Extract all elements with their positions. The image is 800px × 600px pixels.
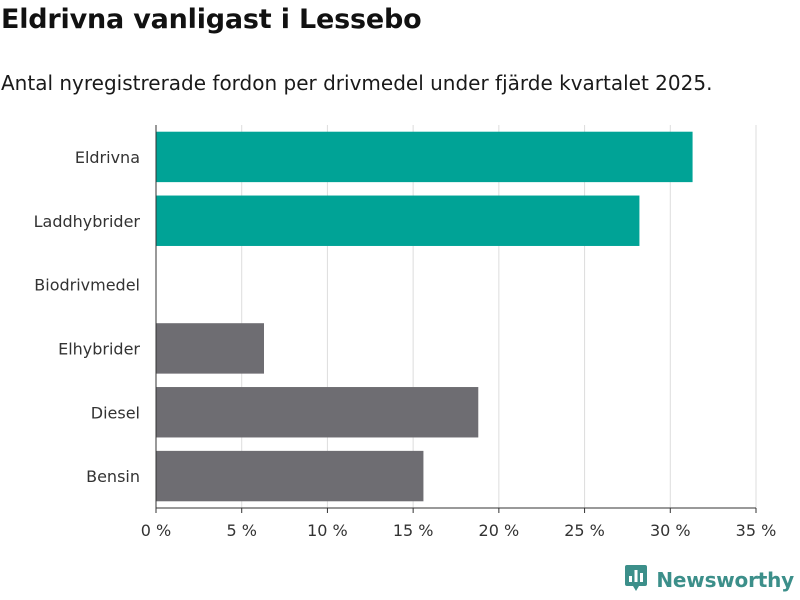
x-tick-label: 20 % xyxy=(479,521,520,540)
newsworthy-logo-icon xyxy=(624,564,648,596)
x-tick-label: 30 % xyxy=(650,521,691,540)
category-label: Bensin xyxy=(86,467,140,486)
category-label: Elhybrider xyxy=(58,339,140,358)
x-tick-label: 15 % xyxy=(393,521,434,540)
axis-layer xyxy=(155,125,757,513)
label-layer: 0 % 5 % 10 % 15 % 20 % 25 % 30 % 35 % Eldrivna La… xyxy=(34,148,777,540)
bar xyxy=(156,387,479,438)
grid-layer xyxy=(241,125,757,508)
bar xyxy=(156,450,424,502)
bar-layer xyxy=(156,131,693,502)
category-label: Biodrivmedel xyxy=(34,276,140,295)
newsworthy-logo-text: Newsworthy xyxy=(656,568,794,592)
bar xyxy=(156,195,640,246)
x-tick-label: 0 % xyxy=(141,521,171,540)
x-tick-label: 10 % xyxy=(307,521,348,540)
x-tick-label: 25 % xyxy=(564,521,605,540)
x-tick-label: 35 % xyxy=(736,521,777,540)
category-label: Diesel xyxy=(91,403,140,422)
bar xyxy=(156,323,264,374)
x-tick-label: 5 % xyxy=(226,521,256,540)
bar xyxy=(156,131,693,183)
chart-subtitle: Antal nyregistrerade fordon per drivmede… xyxy=(1,71,713,95)
newsworthy-logo: Newsworthy xyxy=(624,564,794,596)
category-label: Eldrivna xyxy=(75,148,140,167)
chart-title: Eldrivna vanligast i Lessebo xyxy=(1,4,422,35)
category-label: Laddhybrider xyxy=(34,212,141,231)
